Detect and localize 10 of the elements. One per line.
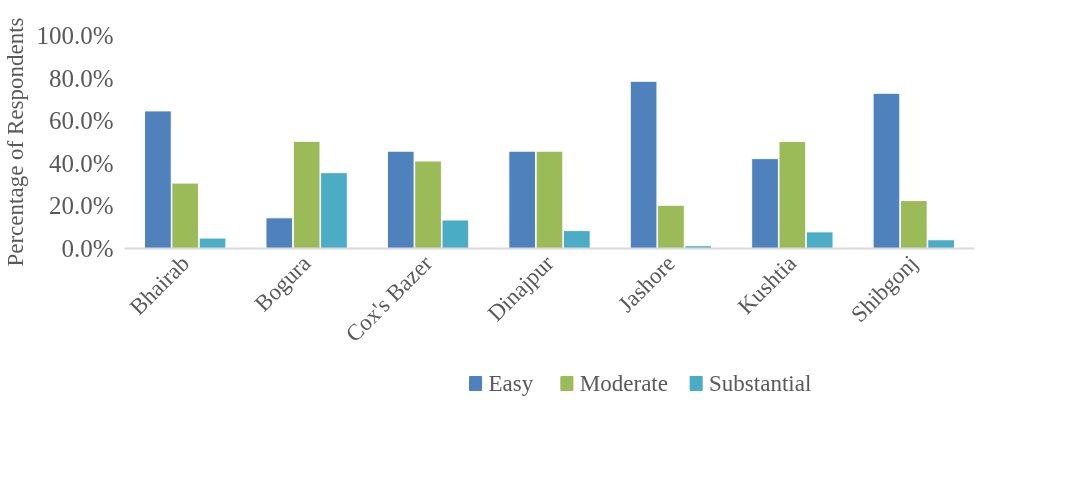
y-tick-label: 0.0% <box>61 235 114 262</box>
y-axis-title: Percentage of Respondents <box>3 17 29 267</box>
legend-label: Moderate <box>579 371 668 396</box>
y-tick-label: 20.0% <box>48 192 114 220</box>
legend-label: Easy <box>488 371 534 396</box>
legend-label: Substantial <box>709 371 812 396</box>
y-tick-label: 100.0% <box>36 22 114 49</box>
y-tick-label: 80.0% <box>48 64 114 92</box>
y-tick-label: 60.0% <box>48 107 114 135</box>
y-tick-label: 40.0% <box>48 149 114 177</box>
